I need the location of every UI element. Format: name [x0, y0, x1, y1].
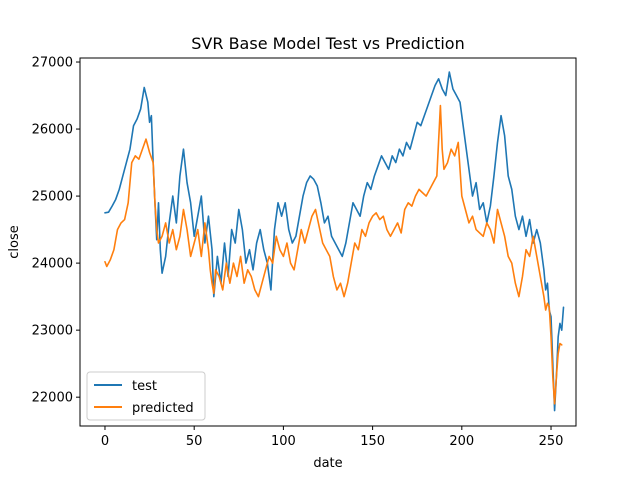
y-axis: 22000 23000 24000 25000 26000 27000: [32, 56, 80, 406]
series-line-predicted: [104, 104, 563, 405]
y-tick-label: 22000: [32, 391, 73, 406]
x-axis: 0 50 100 150 200 250: [101, 426, 564, 449]
y-axis-label: close: [7, 225, 22, 258]
y-tick-label: 26000: [32, 123, 73, 138]
series-line-test: [104, 71, 565, 412]
x-tick-label: 250: [539, 434, 564, 449]
y-tick-label: 25000: [32, 190, 73, 205]
x-tick-label: 50: [186, 434, 203, 449]
x-tick-label: 200: [449, 434, 474, 449]
x-tick-label: 0: [101, 434, 109, 449]
y-tick-label: 24000: [32, 257, 73, 272]
x-tick-label: 150: [360, 434, 385, 449]
y-tick-label: 23000: [32, 324, 73, 339]
plot-frame: [79, 57, 577, 427]
plot-content: [104, 71, 565, 412]
x-axis-label: date: [313, 456, 342, 471]
legend-label-predicted: predicted: [132, 401, 194, 416]
legend-label-test: test: [132, 379, 157, 394]
y-tick-label: 27000: [32, 56, 73, 71]
legend: test predicted: [86, 371, 206, 421]
x-tick-label: 100: [271, 434, 296, 449]
chart-title: SVR Base Model Test vs Prediction: [191, 34, 464, 53]
